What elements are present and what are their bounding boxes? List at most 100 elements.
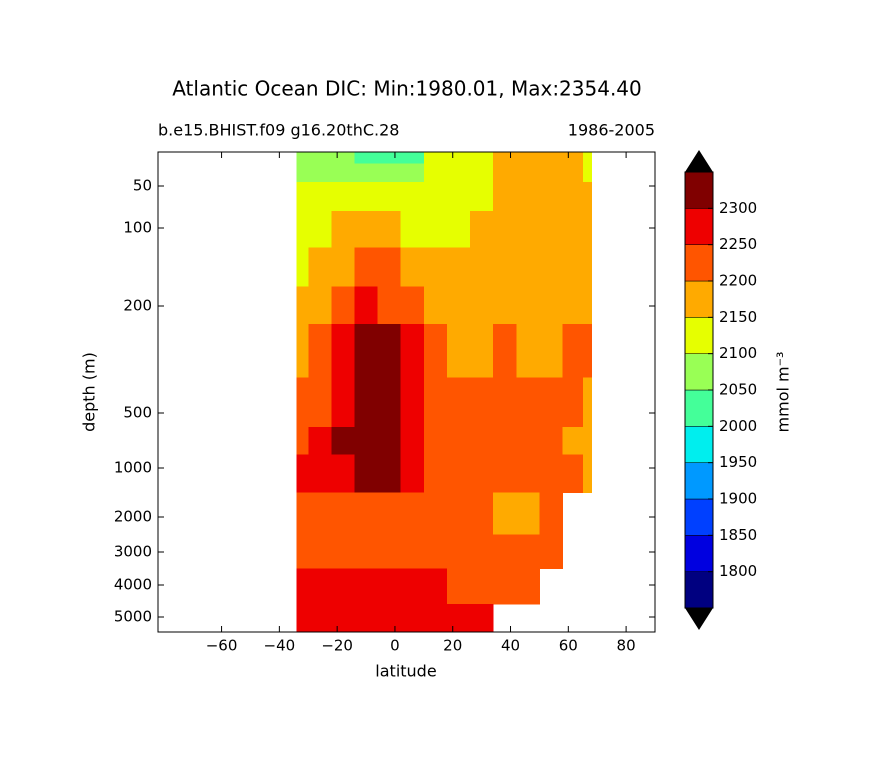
colorbar-extend-top <box>685 150 713 172</box>
contour-cell <box>423 426 448 455</box>
contour-cell <box>354 454 379 493</box>
x-tick-label: 80 <box>617 637 636 655</box>
contour-cell <box>493 323 517 378</box>
contour-cell <box>400 211 425 248</box>
colorbar-swatch <box>684 389 714 427</box>
contour-cell <box>470 163 494 183</box>
contour-cell <box>377 604 402 633</box>
contour-cell <box>308 377 332 428</box>
contour-cell <box>470 182 494 212</box>
contour-cell <box>296 377 309 428</box>
y-axis-label: depth (m) <box>80 352 99 432</box>
contour-cell <box>308 426 332 455</box>
contour-cell <box>354 211 379 248</box>
contour-cell <box>562 152 584 164</box>
contour-cell <box>296 568 309 605</box>
contour-cell <box>446 163 471 183</box>
contour-cell <box>296 323 309 378</box>
contour-cell <box>539 182 564 212</box>
contour-cell <box>377 426 402 455</box>
contour-cell <box>539 247 564 287</box>
contour-cell <box>400 426 425 455</box>
contour-cell <box>562 286 584 325</box>
contour-cell <box>331 286 355 325</box>
colorbar-tick-label: 2250 <box>719 235 757 253</box>
contour-cell <box>377 323 402 378</box>
contour-cell <box>331 492 355 535</box>
chart-title: Atlantic Ocean DIC: Min:1980.01, Max:235… <box>172 77 642 101</box>
contour-cell <box>308 152 332 164</box>
y-tick-label: 4000 <box>114 576 152 594</box>
contour-cell <box>446 568 471 605</box>
contour-cell <box>331 426 355 455</box>
colorbar-tick-label: 1900 <box>719 490 757 508</box>
contour-cell <box>296 247 309 287</box>
contour-cell <box>562 454 584 493</box>
colorbar-tick-label: 1800 <box>719 562 757 580</box>
contour-cell <box>446 454 471 493</box>
contour-cell <box>539 323 564 378</box>
colorbar-tick-label: 2150 <box>719 308 757 326</box>
contour-cell <box>516 152 540 164</box>
contour-cell <box>493 534 517 569</box>
x-tick-label: −20 <box>321 637 353 655</box>
contour-cell <box>354 182 379 212</box>
contour-cell <box>354 163 379 183</box>
contour-cell <box>400 182 425 212</box>
contour-cell <box>446 211 471 248</box>
contour-cell <box>470 534 494 569</box>
contour-cell <box>331 211 355 248</box>
contour-cell <box>331 323 355 378</box>
contour-cell <box>354 492 379 535</box>
contour-cell <box>582 286 592 325</box>
contour-cell <box>400 286 425 325</box>
contour-cell <box>377 152 402 164</box>
contour-cell <box>423 163 448 183</box>
contour-cell <box>446 534 471 569</box>
contour-cell <box>354 152 379 164</box>
contour-cell <box>493 286 517 325</box>
contour-cell <box>308 492 332 535</box>
contour-cell <box>308 286 332 325</box>
contour-cell <box>516 534 540 569</box>
contour-cell <box>331 152 355 164</box>
contour-cell <box>331 247 355 287</box>
contour-cell <box>470 568 494 605</box>
contour-cell <box>516 568 540 605</box>
colorbar-swatch <box>684 462 714 500</box>
contour-cell <box>423 182 448 212</box>
contour-cell <box>377 211 402 248</box>
contour-cell <box>377 163 402 183</box>
contour-cell <box>539 426 564 455</box>
contour-cell <box>423 534 448 569</box>
contour-cell <box>516 323 540 378</box>
contour-cell <box>516 286 540 325</box>
x-tick-label: 60 <box>559 637 578 655</box>
colorbar-tick-label: 2200 <box>719 272 757 290</box>
contour-cell <box>296 152 309 164</box>
contour-cell <box>296 492 309 535</box>
contour-cell <box>377 568 402 605</box>
contour-cell <box>470 426 494 455</box>
contour-cell <box>470 323 494 378</box>
contour-cell <box>562 323 584 378</box>
contour-cell <box>331 377 355 428</box>
colorbar-swatch <box>684 426 714 463</box>
contour-cell <box>582 454 592 493</box>
contour-cell <box>354 323 379 378</box>
x-tick-label: 40 <box>501 637 520 655</box>
contour-cell <box>493 568 517 605</box>
contour-cell <box>331 568 355 605</box>
contour-cell <box>582 182 592 212</box>
contour-cell <box>331 182 355 212</box>
contour-cell <box>400 163 425 183</box>
contour-cell <box>539 534 564 569</box>
contour-cell <box>308 163 332 183</box>
contour-cell <box>493 426 517 455</box>
contour-cell <box>446 323 471 378</box>
contour-cell <box>308 568 332 605</box>
y-tick-label: 200 <box>123 297 152 315</box>
colorbar-tick-label: 2300 <box>719 199 757 217</box>
contour-cell <box>354 534 379 569</box>
contour-cell <box>296 604 309 633</box>
